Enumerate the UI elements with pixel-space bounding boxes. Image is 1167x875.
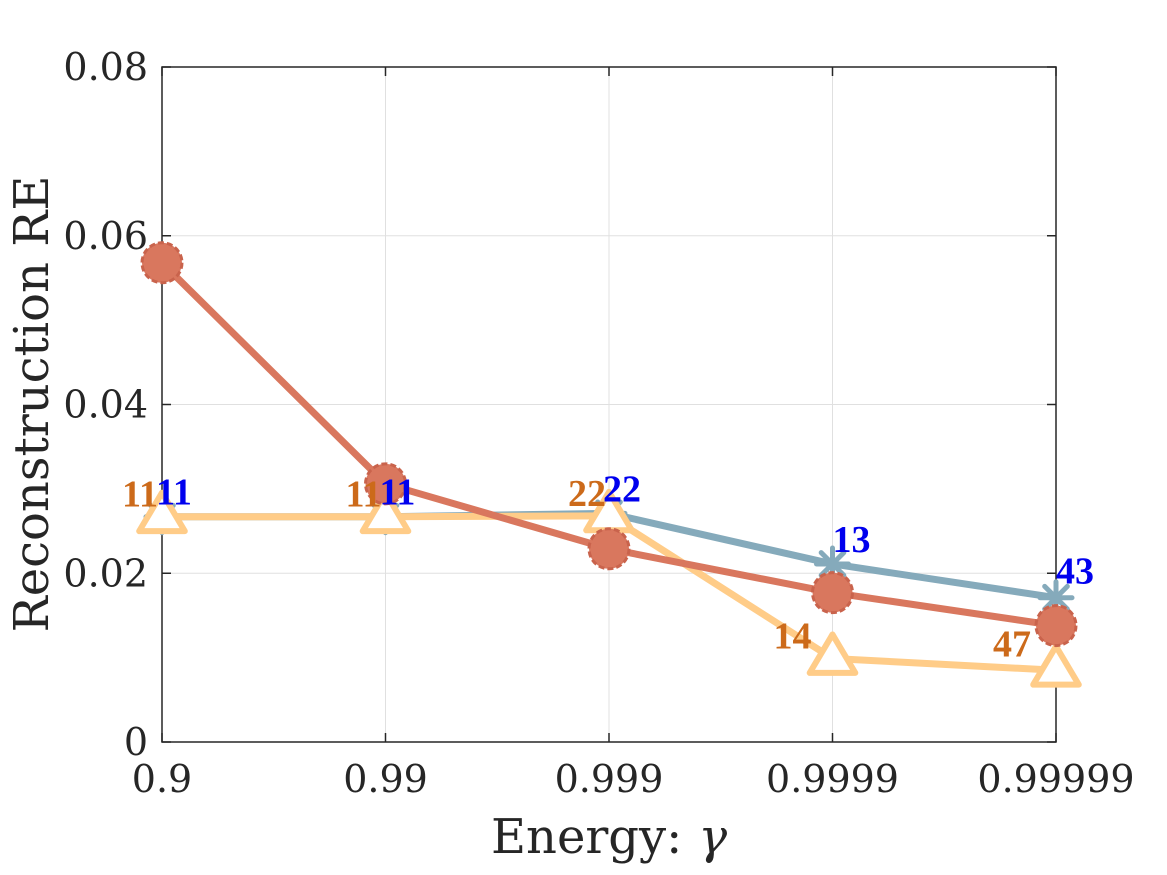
x-tick-label: 0.9999 xyxy=(766,757,899,801)
x-tick-label: 0.99999 xyxy=(977,757,1134,801)
annotation-triangle: 11 xyxy=(122,474,158,516)
data-point-triangle xyxy=(136,489,188,535)
y-tick-label: 0.04 xyxy=(63,383,148,427)
series-layer xyxy=(136,241,1082,688)
y-axis-title: Reconstruction RE xyxy=(4,176,60,633)
annotation-triangle: 11 xyxy=(346,474,382,516)
grid xyxy=(161,66,1057,743)
y-tick-label: 0.08 xyxy=(63,45,148,89)
y-tick-label: 0.06 xyxy=(63,214,148,258)
data-point-triangle xyxy=(359,489,412,535)
x-axis-title-symbol: γ xyxy=(698,809,727,865)
annotation-star: 11 xyxy=(156,472,192,514)
annotation-triangle: 22 xyxy=(568,473,606,515)
data-point-triangle xyxy=(1030,643,1082,688)
x-axis-title-text: Energy: xyxy=(491,809,682,865)
x-tick-label: 0.99 xyxy=(343,757,428,801)
y-tick-label: 0.02 xyxy=(63,551,148,595)
annotation-triangle: 14 xyxy=(774,615,812,657)
data-point-circle xyxy=(140,241,184,285)
annotation-star: 22 xyxy=(603,468,641,510)
data-point-circle xyxy=(364,462,407,506)
annotation-star: 13 xyxy=(833,519,871,561)
data-point-circle xyxy=(587,527,631,571)
data-point-triangle xyxy=(806,631,859,676)
annotation-star: 11 xyxy=(380,472,416,514)
data-point-circle xyxy=(811,571,854,615)
x-tick-label: 0.9 xyxy=(132,757,192,801)
annotation-star: 43 xyxy=(1056,551,1094,593)
x-axis-title: Energy: γ xyxy=(491,809,727,865)
annotation-triangle: 47 xyxy=(993,623,1031,665)
series-circle xyxy=(140,241,1078,648)
series-triangle xyxy=(136,488,1082,688)
y-tick-label: 0 xyxy=(124,720,148,764)
data-point-star xyxy=(814,545,851,583)
data-point-circle xyxy=(1034,604,1078,648)
ticks: 0 0.02 0.04 0.06 0.08 0.9 0.99 0.999 0.9999 0.999… xyxy=(63,45,1134,801)
x-tick-label: 0.999 xyxy=(555,757,664,801)
